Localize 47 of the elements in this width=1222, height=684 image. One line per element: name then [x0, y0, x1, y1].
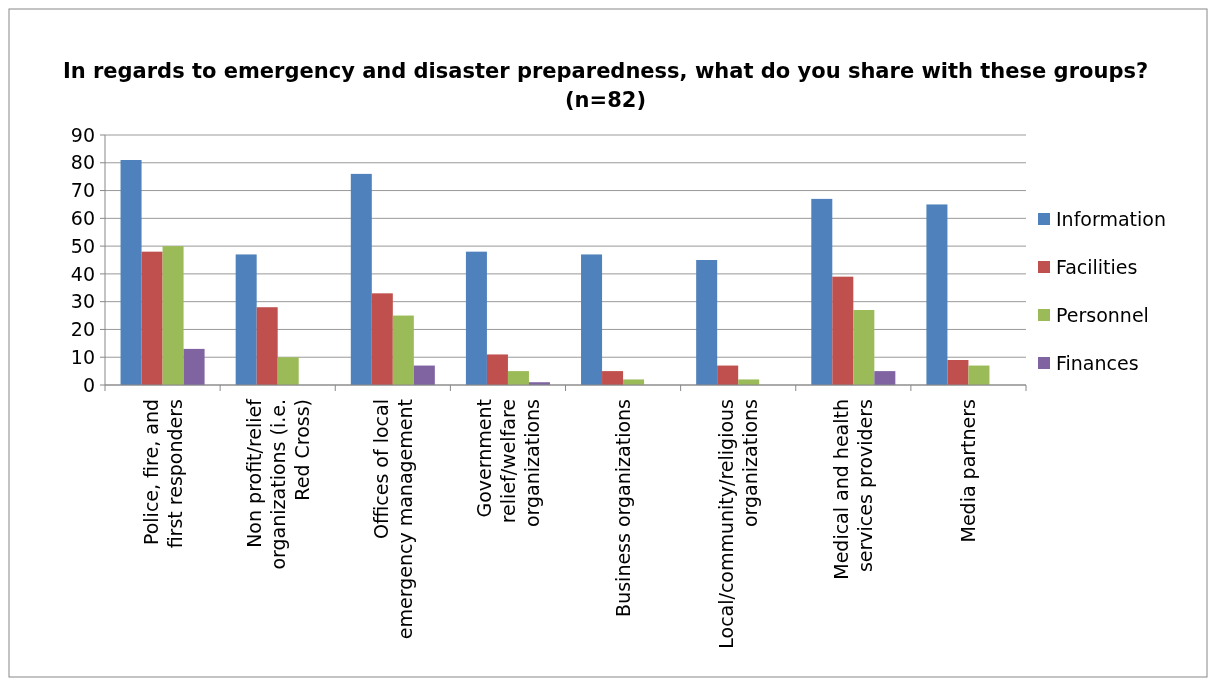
y-tick-label: 10 — [70, 345, 95, 368]
y-tick-label: 70 — [70, 179, 95, 202]
bar — [811, 198, 833, 385]
bar — [183, 348, 205, 385]
y-tick-label: 40 — [70, 262, 95, 285]
bar — [256, 307, 278, 385]
x-tick-label: Media partners — [957, 399, 980, 543]
bar — [120, 160, 142, 385]
bar — [968, 365, 990, 385]
bar — [947, 360, 969, 385]
legend-label: Personnel — [1056, 303, 1149, 326]
bar — [277, 357, 299, 385]
bar — [371, 293, 393, 385]
legend-label: Facilities — [1056, 255, 1138, 278]
bar — [507, 371, 529, 385]
bar — [413, 365, 435, 385]
y-tick-label: 60 — [70, 206, 95, 229]
y-tick-label: 50 — [70, 234, 95, 257]
x-tick-label: Non profit/relief organizations (i.e. Red Cross) — [242, 397, 313, 570]
bar — [392, 315, 414, 385]
bar — [350, 173, 372, 385]
bar — [874, 371, 896, 385]
bar — [581, 254, 603, 385]
bar — [162, 246, 184, 385]
x-tick-label: Business organizations — [612, 399, 635, 617]
legend-label: Finances — [1056, 351, 1139, 374]
y-tick-label: 30 — [70, 290, 95, 313]
y-tick-label: 20 — [70, 318, 95, 341]
y-tick-label: 0 — [82, 373, 95, 396]
chart-title: In regards to emergency and disaster preparedness, what do you share with these groups? (n=82) — [62, 59, 1149, 112]
bar — [235, 254, 257, 385]
bar — [832, 276, 854, 385]
y-tick-label: 80 — [70, 151, 95, 174]
bar — [465, 251, 487, 385]
bar — [623, 379, 645, 385]
bar — [486, 354, 508, 385]
bar — [141, 251, 163, 385]
bar — [696, 260, 718, 385]
y-tick-label: 90 — [70, 123, 95, 146]
bar — [853, 310, 875, 385]
bar — [738, 379, 760, 385]
x-tick-label: Local/community/religious organizations — [715, 399, 762, 649]
x-tick-label: Police, fire, and first responders — [139, 399, 186, 549]
bar — [926, 204, 948, 385]
bar — [717, 365, 739, 385]
legend-label: Information — [1056, 207, 1166, 230]
bar — [602, 371, 624, 385]
